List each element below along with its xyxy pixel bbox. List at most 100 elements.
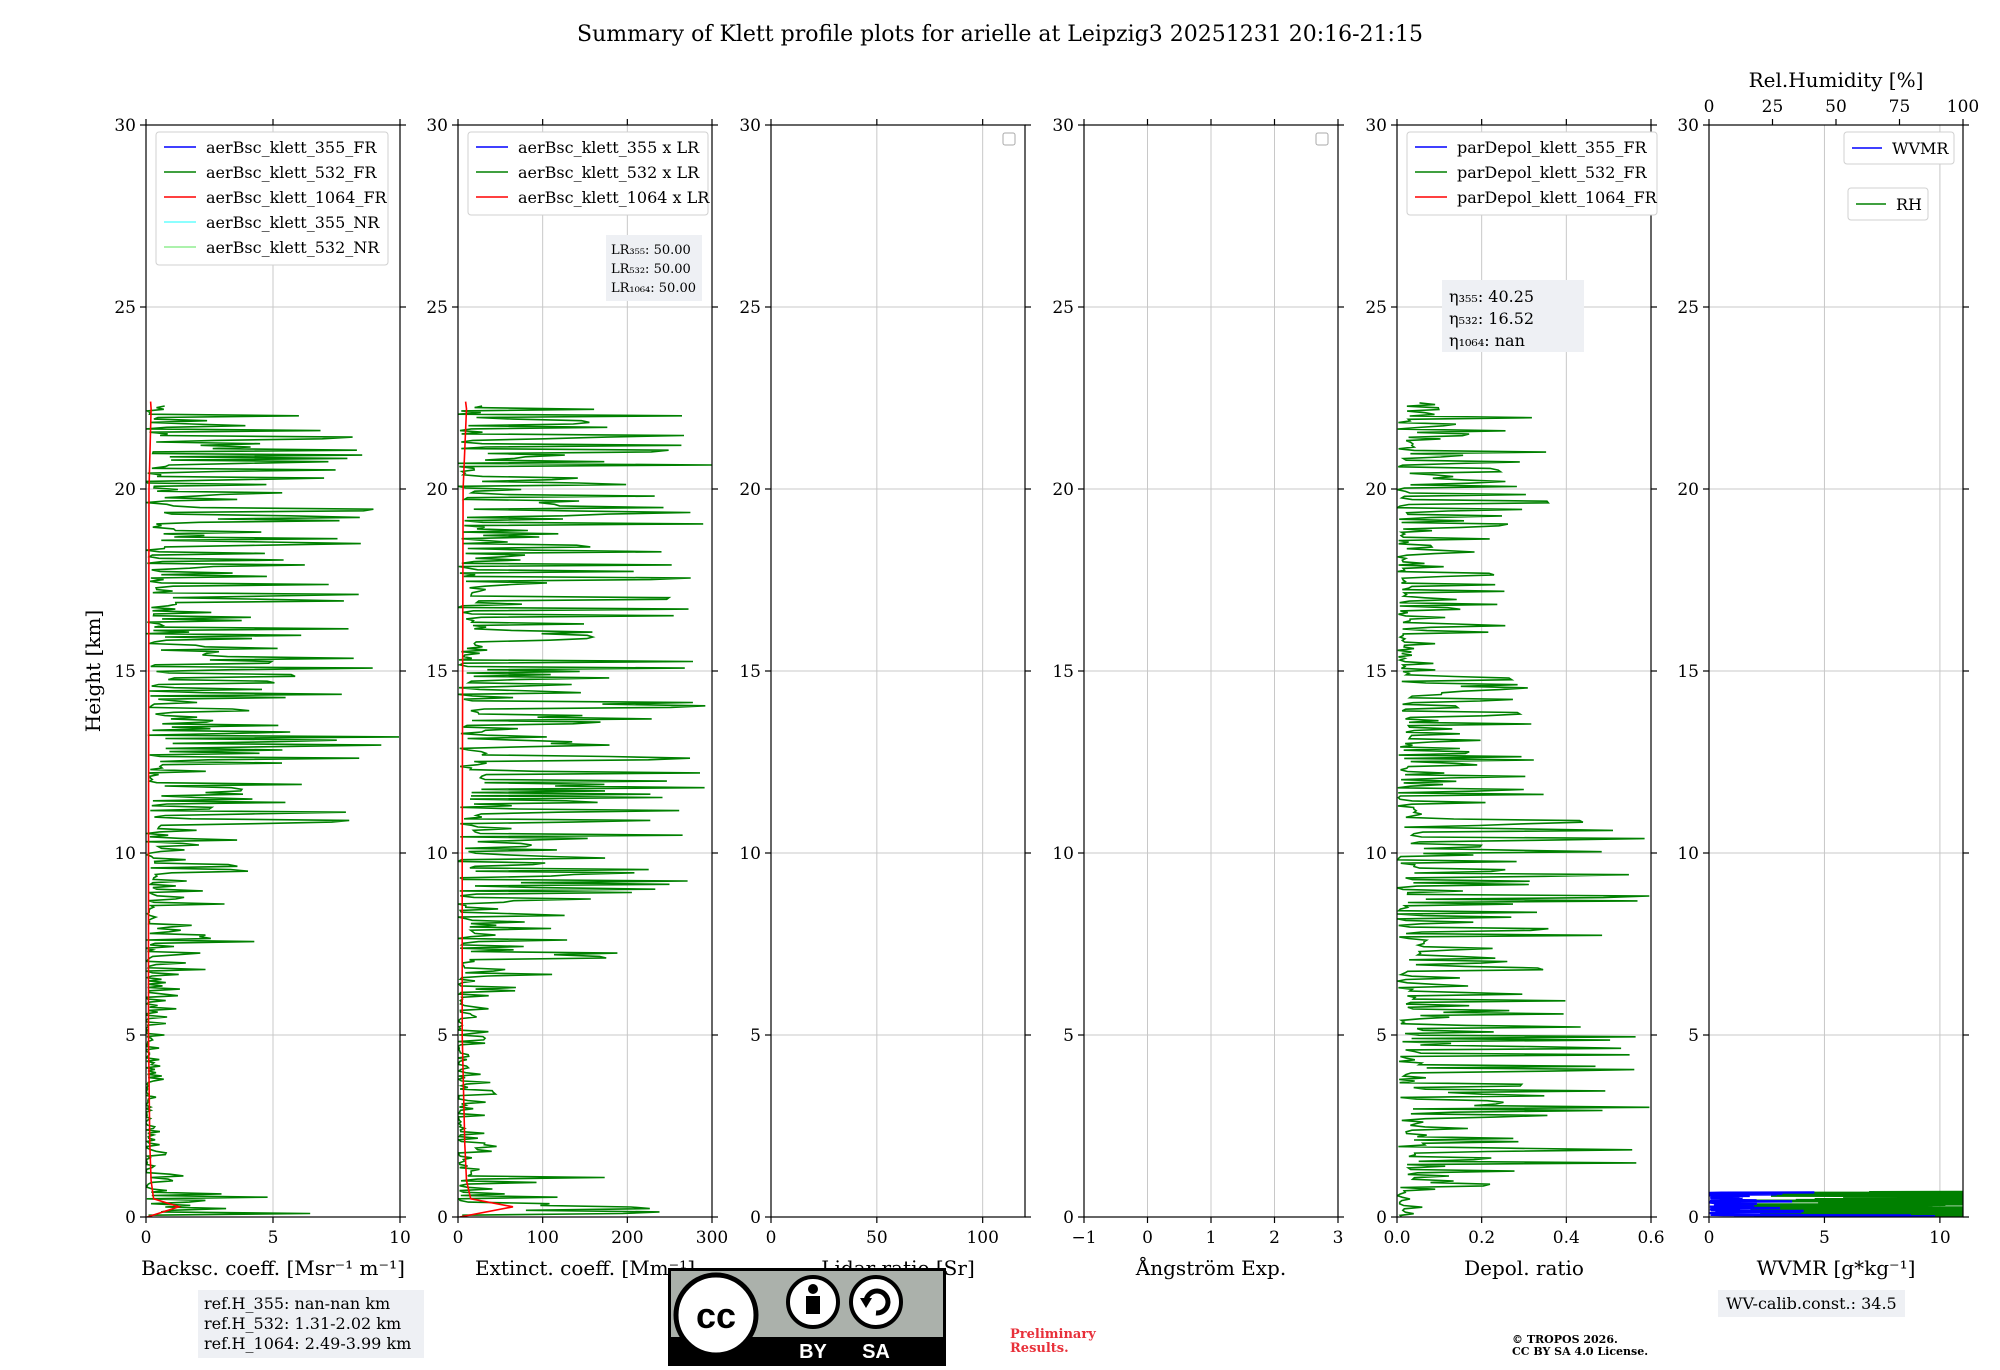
y-tick-label: 5 bbox=[437, 1026, 448, 1046]
y-tick-label: 5 bbox=[125, 1026, 136, 1046]
series-RH bbox=[1709, 1190, 1963, 1217]
x-tick-label: 5 bbox=[1819, 1228, 1830, 1248]
preliminary-note: Preliminary Results. bbox=[1010, 1328, 1096, 1356]
y-tick-label: 25 bbox=[1052, 298, 1074, 318]
ref-height-532: ref.H_532: 1.31-2.02 km bbox=[204, 1314, 402, 1333]
y-tick-label: 25 bbox=[1677, 298, 1699, 318]
lr-info-label: LR₁₀₆₄: 50.00 bbox=[611, 281, 696, 296]
panel-lr: 051015202530050100Lidar ratio [Sr] bbox=[739, 116, 1031, 1280]
lr-info-box bbox=[606, 235, 702, 301]
y-tick-label: 15 bbox=[1365, 662, 1387, 682]
y-tick-label: 10 bbox=[1677, 844, 1699, 864]
y-tick-label: 30 bbox=[1052, 116, 1074, 136]
sa-arrow-arc bbox=[863, 1288, 891, 1316]
x-top-tick-label: 75 bbox=[1889, 97, 1911, 117]
empty-legend-box bbox=[1315, 132, 1329, 146]
series-aerBsc_klett_532_FR bbox=[146, 405, 400, 1216]
series-parDepol_klett_532_FR bbox=[1397, 402, 1650, 1217]
x-axis-label: Ångström Exp. bbox=[1135, 1255, 1286, 1280]
y-tick-label: 25 bbox=[739, 298, 761, 318]
x-tick-label: 100 bbox=[526, 1228, 558, 1248]
legend-box bbox=[155, 131, 389, 266]
y-tick-label: 10 bbox=[1365, 844, 1387, 864]
x-top-tick-label: 50 bbox=[1825, 97, 1847, 117]
x-tick-label: 1 bbox=[1206, 1228, 1217, 1248]
x-axis-label: WVMR [g*kg⁻¹] bbox=[1757, 1256, 1916, 1280]
x-tick-label: 0 bbox=[453, 1228, 464, 1248]
y-tick-label: 15 bbox=[1052, 662, 1074, 682]
by-person-body bbox=[806, 1296, 820, 1314]
x-tick-label: 0.6 bbox=[1637, 1228, 1664, 1248]
x-axis-label: Backsc. coeff. [Msr⁻¹ m⁻¹] bbox=[141, 1256, 405, 1280]
y-tick-label: 30 bbox=[426, 116, 448, 136]
y-tick-label: 10 bbox=[1052, 844, 1074, 864]
x-tick-label: −1 bbox=[1071, 1228, 1096, 1248]
y-tick-label: 5 bbox=[1376, 1026, 1387, 1046]
wv-calib-box: WV-calib.const.: 34.5 bbox=[1718, 1290, 1905, 1317]
series-aerBsc_klett_1064_FR bbox=[147, 401, 182, 1217]
by-label: BY bbox=[799, 1341, 827, 1363]
x-tick-label: 3 bbox=[1333, 1228, 1344, 1248]
series-WVMR bbox=[1709, 1191, 1936, 1217]
preliminary-line-2: Results. bbox=[1010, 1341, 1069, 1356]
y-tick-label: 30 bbox=[739, 116, 761, 136]
sa-arrow-head bbox=[860, 1298, 872, 1308]
sa-share-icon bbox=[849, 1275, 903, 1329]
copyright-note: © TROPOS 2026. CC BY SA 4.0 License. bbox=[1512, 1334, 1648, 1358]
legend-label: aerBsc_klett_532_NR bbox=[206, 238, 380, 257]
ref-height-1064: ref.H_1064: 2.49-3.99 km bbox=[204, 1334, 412, 1353]
panel-depol: 0 5 10 15 20 25 30 0.0 0.2 0.4 0.6 Depol. ratio parD… bbox=[1365, 116, 1664, 1280]
y-tick-label: 30 bbox=[1365, 116, 1387, 136]
y-tick-label: 20 bbox=[1365, 480, 1387, 500]
y-tick-label: 10 bbox=[114, 844, 136, 864]
y-tick-label: 0 bbox=[1688, 1208, 1699, 1228]
eta-info-box bbox=[1442, 280, 1584, 352]
y-tick-label: 0 bbox=[1063, 1208, 1074, 1228]
x-axis-label: Depol. ratio bbox=[1464, 1256, 1584, 1280]
x-top-tick-label: 25 bbox=[1762, 97, 1784, 117]
legend-label: aerBsc_klett_355_FR bbox=[206, 138, 377, 157]
y-tick-label: 20 bbox=[426, 480, 448, 500]
cc-text: cc bbox=[696, 1295, 736, 1336]
x-tick-label: 10 bbox=[1929, 1228, 1951, 1248]
legend-label: aerBsc_klett_355_NR bbox=[206, 213, 380, 232]
legend-label: aerBsc_klett_355 x LR bbox=[518, 138, 700, 157]
x-tick-label: 0.0 bbox=[1383, 1228, 1410, 1248]
y-tick-label: 20 bbox=[1052, 480, 1074, 500]
y-tick-label: 0 bbox=[750, 1208, 761, 1228]
legend-box-wvmr bbox=[1843, 131, 1955, 165]
legend-label: parDepol_klett_1064_FR bbox=[1457, 188, 1658, 207]
eta-info-label: η₁₀₆₄: nan bbox=[1449, 331, 1525, 350]
eta-info-label: η₅₃₂: 16.52 bbox=[1449, 309, 1534, 328]
y-tick-label: 20 bbox=[1677, 480, 1699, 500]
eta-info-label: η₃₅₅: 40.25 bbox=[1449, 287, 1534, 306]
preliminary-line-1: Preliminary bbox=[1010, 1327, 1096, 1342]
x-tick-label: 0 bbox=[1704, 1228, 1715, 1248]
y-tick-label: 30 bbox=[114, 116, 136, 136]
by-person-head bbox=[808, 1284, 818, 1294]
legend-label: aerBsc_klett_1064 x LR bbox=[518, 188, 710, 207]
legend-label: aerBsc_klett_532_FR bbox=[206, 163, 377, 182]
y-tick-label: 20 bbox=[114, 480, 136, 500]
legend-label: WVMR bbox=[1892, 139, 1949, 158]
cc-by-sa-badge: cc BY SA bbox=[668, 1268, 946, 1366]
x-tick-label: 0.4 bbox=[1553, 1228, 1580, 1248]
y-tick-label: 0 bbox=[125, 1208, 136, 1228]
x-tick-label: 100 bbox=[966, 1228, 998, 1248]
y-tick-label: 15 bbox=[1677, 662, 1699, 682]
x-top-axis-label: Rel.Humidity [%] bbox=[1749, 68, 1924, 92]
x-tick-label: 300 bbox=[696, 1228, 728, 1248]
legend-box bbox=[1406, 131, 1658, 216]
y-tick-label: 0 bbox=[437, 1208, 448, 1228]
y-tick-label: 5 bbox=[750, 1026, 761, 1046]
empty-legend-box bbox=[1002, 132, 1016, 146]
x-tick-label: 2 bbox=[1269, 1228, 1280, 1248]
legend-box bbox=[467, 131, 709, 216]
cc-circle-icon bbox=[673, 1272, 759, 1358]
y-tick-label: 15 bbox=[114, 662, 136, 682]
y-tick-label: 30 bbox=[1677, 116, 1699, 136]
